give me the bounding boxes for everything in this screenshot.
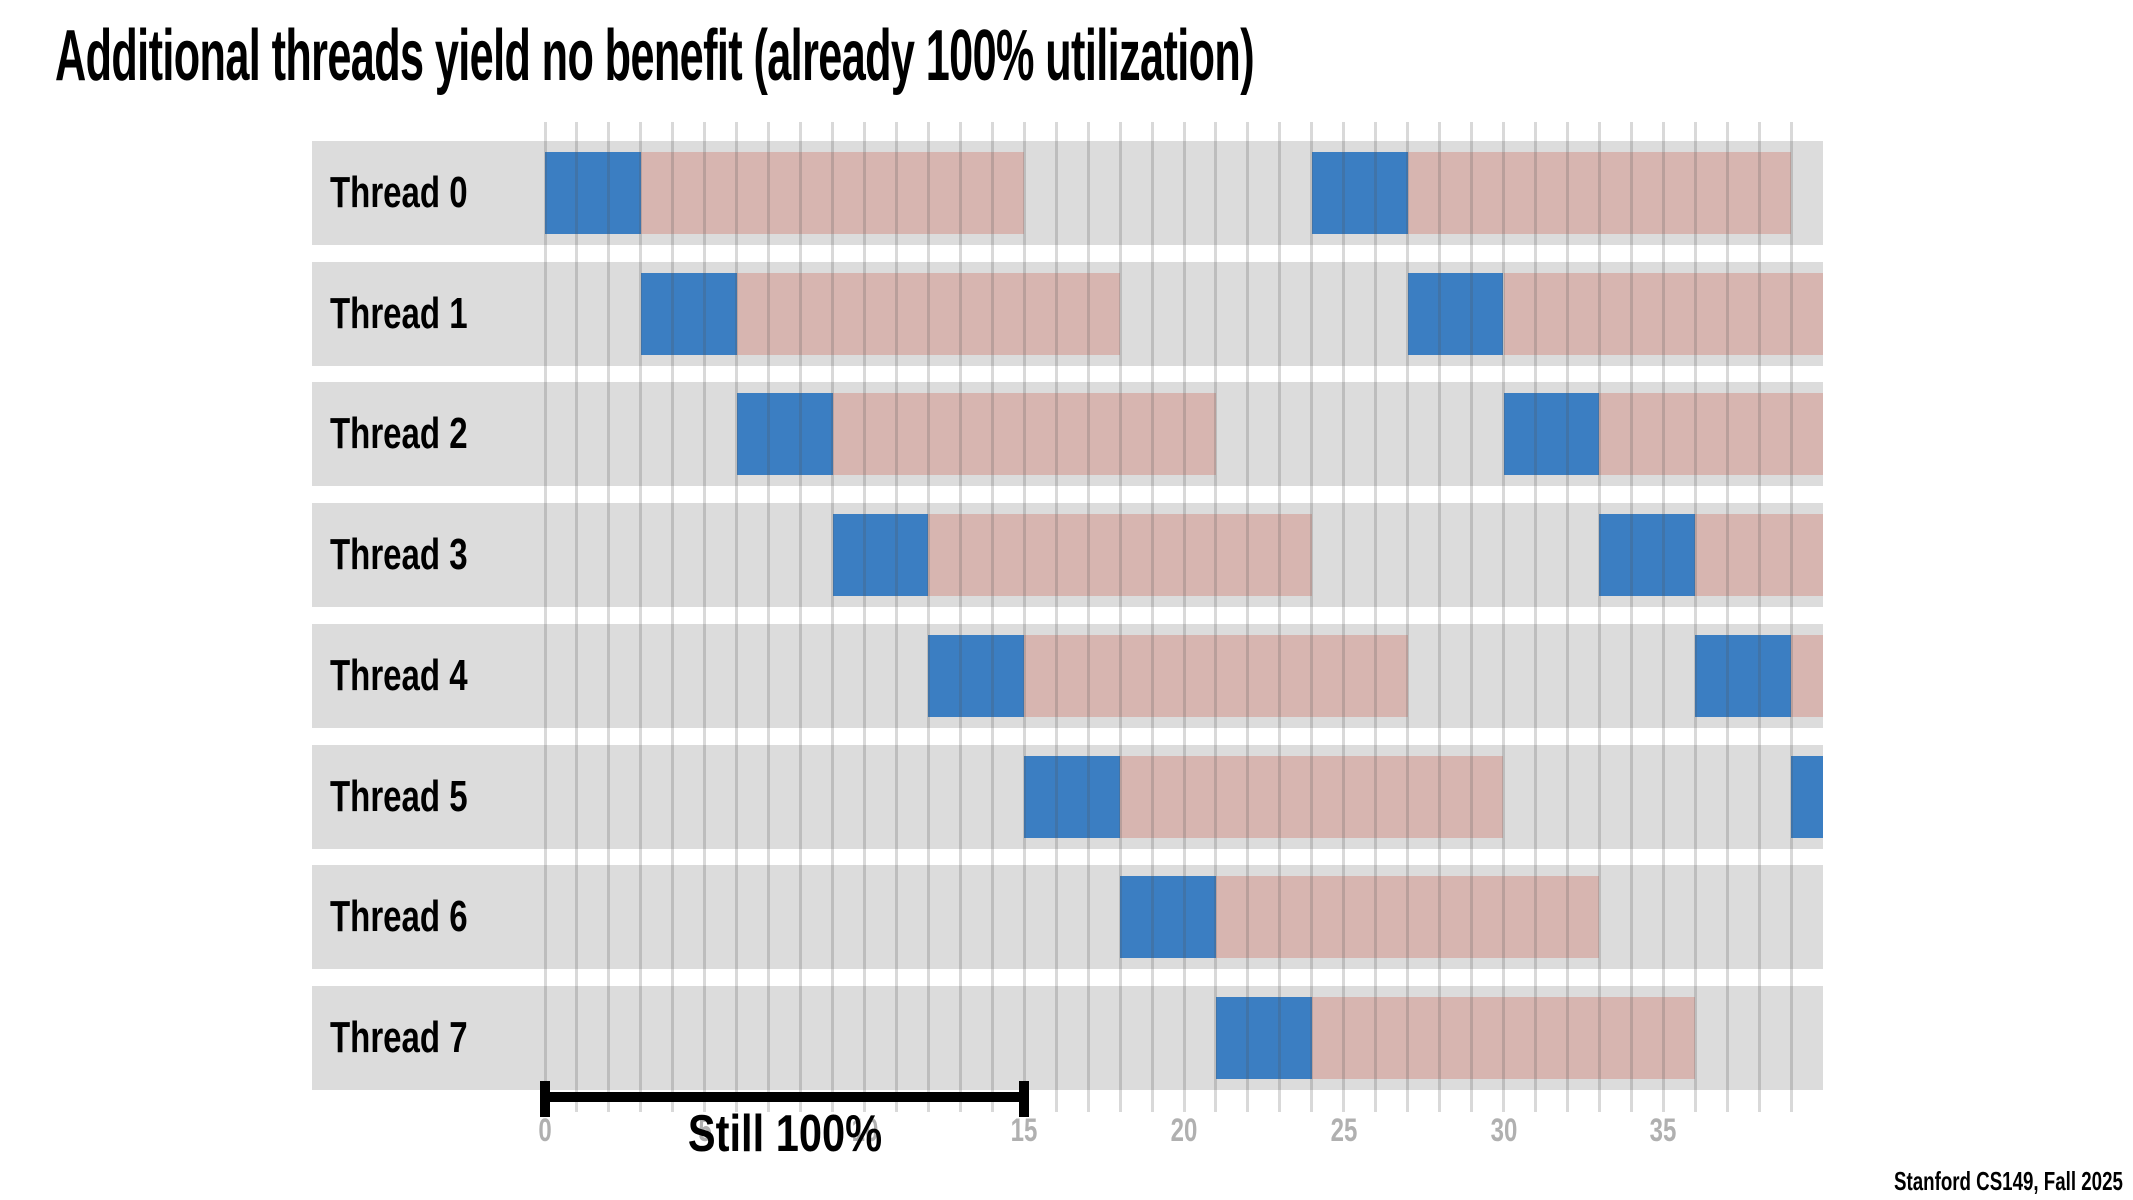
gantt-bar-compute bbox=[1695, 634, 1792, 717]
gantt-bar-compute bbox=[1311, 152, 1408, 234]
gridline bbox=[1182, 122, 1186, 1112]
gantt-bar-compute bbox=[832, 514, 929, 597]
axis-tick-label: 20 bbox=[1170, 1112, 1198, 1148]
thread-row-label: Thread 3 bbox=[330, 530, 468, 580]
gridline bbox=[894, 122, 898, 1112]
gridline bbox=[639, 122, 643, 1112]
gridline bbox=[1246, 122, 1250, 1112]
gridline bbox=[1757, 122, 1761, 1112]
gridline bbox=[575, 122, 579, 1112]
axis-tick-label: 30 bbox=[1490, 1112, 1517, 1148]
slide-title: Additional threads yield no benefit (alr… bbox=[55, 16, 1255, 96]
gridline bbox=[1086, 122, 1090, 1112]
gantt-bar-compute bbox=[1791, 755, 1823, 838]
gantt-bar-wait bbox=[1599, 393, 1823, 476]
gantt-bar-compute bbox=[545, 152, 641, 234]
still-100-label: Still 100% bbox=[687, 1105, 882, 1163]
gridline bbox=[1438, 122, 1442, 1112]
gridline bbox=[1214, 122, 1218, 1112]
gridline bbox=[1278, 122, 1282, 1112]
gantt-bar-wait bbox=[640, 152, 1025, 234]
thread-row-label: Thread 6 bbox=[330, 892, 468, 942]
gridline bbox=[767, 122, 771, 1112]
gridline bbox=[863, 122, 866, 1112]
gantt-bar-compute bbox=[1503, 393, 1600, 476]
gridline bbox=[671, 122, 675, 1112]
thread-row-label: Thread 4 bbox=[330, 650, 468, 700]
thread-row-label: Thread 1 bbox=[330, 288, 468, 338]
gantt-bar-wait bbox=[1120, 755, 1504, 838]
thread-row-label: Thread 2 bbox=[330, 409, 468, 459]
thread-row-label: Thread 7 bbox=[330, 1012, 468, 1062]
gantt-bar-wait bbox=[832, 393, 1216, 476]
gantt-bar-compute bbox=[1024, 755, 1121, 838]
gantt-bar-compute bbox=[928, 634, 1025, 717]
gridline bbox=[1789, 122, 1793, 1112]
gantt-bar-wait bbox=[1215, 876, 1600, 959]
gridline bbox=[958, 122, 962, 1112]
gridline bbox=[1374, 122, 1378, 1112]
bracket-line bbox=[540, 1092, 1030, 1102]
gantt-bar-wait bbox=[928, 514, 1312, 597]
gantt-bar-compute bbox=[1215, 996, 1312, 1079]
axis-tick-label: 5 bbox=[698, 1112, 712, 1148]
gantt-bar-wait bbox=[1791, 634, 1823, 717]
gridline bbox=[926, 122, 930, 1112]
gridline bbox=[1310, 122, 1314, 1112]
gantt-bar-compute bbox=[1120, 876, 1216, 959]
gridline bbox=[1597, 122, 1601, 1112]
gantt-bar-wait bbox=[1695, 514, 1823, 597]
gridline bbox=[1502, 122, 1505, 1112]
thread-row-label: Thread 0 bbox=[330, 168, 468, 217]
bracket-cap-start bbox=[540, 1081, 550, 1117]
gridline bbox=[1533, 122, 1537, 1112]
gridline bbox=[1406, 122, 1410, 1112]
bracket-cap-end bbox=[1019, 1081, 1030, 1117]
gridline bbox=[1565, 122, 1569, 1112]
gridline bbox=[1342, 122, 1346, 1112]
gantt-bar-wait bbox=[1024, 634, 1408, 717]
gridline bbox=[1150, 122, 1154, 1112]
gantt-bar-compute bbox=[640, 272, 737, 355]
gridline bbox=[831, 122, 835, 1112]
gridline bbox=[607, 122, 611, 1112]
axis-tick-label: 25 bbox=[1330, 1112, 1358, 1148]
gridline bbox=[799, 122, 803, 1112]
axis-tick-label: 10 bbox=[851, 1112, 878, 1148]
gantt-bar-wait bbox=[1311, 996, 1696, 1079]
axis-tick-label: 35 bbox=[1649, 1112, 1677, 1148]
gridline bbox=[1693, 122, 1697, 1112]
gantt-bar-compute bbox=[1407, 272, 1504, 355]
gridline bbox=[1629, 122, 1633, 1112]
axis-tick-label: 15 bbox=[1010, 1112, 1038, 1148]
thread-row-label: Thread 5 bbox=[330, 771, 468, 821]
gridline bbox=[703, 122, 707, 1112]
footer-credit: Stanford CS149, Fall 2025 bbox=[1894, 1166, 2123, 1196]
gridline bbox=[1661, 122, 1665, 1112]
gridline bbox=[1022, 122, 1026, 1112]
gantt-bar-wait bbox=[736, 272, 1121, 355]
gridline bbox=[735, 122, 739, 1112]
gantt-bar-compute bbox=[736, 393, 833, 476]
gridline bbox=[1725, 122, 1729, 1112]
gridline bbox=[990, 122, 994, 1112]
axis-tick-label: 0 bbox=[538, 1112, 552, 1148]
gantt-bar-wait bbox=[1503, 272, 1823, 355]
gridline bbox=[1054, 122, 1058, 1112]
gridline bbox=[543, 122, 547, 1112]
gantt-bar-compute bbox=[1599, 514, 1696, 597]
gantt-bar-wait bbox=[1407, 152, 1792, 234]
gridline bbox=[1118, 122, 1122, 1112]
gridline bbox=[1470, 122, 1474, 1112]
